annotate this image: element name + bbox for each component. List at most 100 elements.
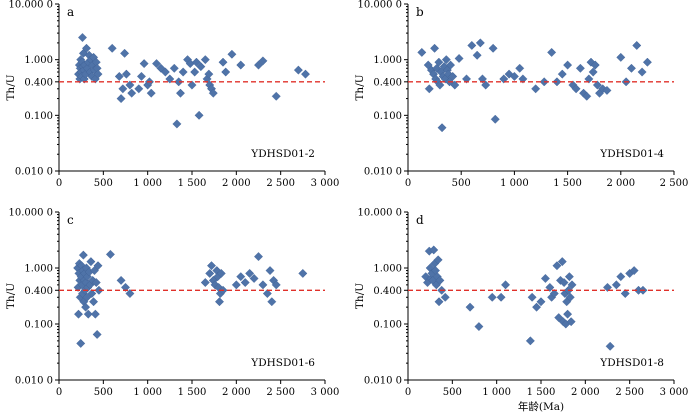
- data-point: [602, 85, 612, 95]
- data-point: [441, 55, 451, 65]
- data-point: [271, 91, 281, 101]
- data-point: [245, 268, 255, 278]
- data-point: [481, 80, 491, 90]
- data-point: [582, 91, 592, 101]
- data-point: [169, 63, 179, 73]
- data-point: [557, 69, 567, 79]
- data-point: [200, 55, 210, 65]
- data-point: [616, 52, 626, 62]
- data-point: [94, 285, 104, 295]
- data-point: [417, 47, 427, 57]
- x-tick-label: 500: [452, 178, 471, 189]
- data-point: [298, 268, 308, 278]
- y-tick-label: 1.000: [24, 264, 53, 275]
- data-point: [605, 341, 615, 351]
- data-point: [435, 80, 445, 90]
- data-point: [160, 67, 170, 77]
- data-point: [178, 67, 188, 77]
- data-point: [629, 266, 639, 276]
- data-point: [265, 266, 275, 276]
- sample-label: YDHSD01-2: [250, 148, 315, 160]
- data-point: [134, 84, 144, 94]
- y-tick-label: 10.000 0: [357, 208, 402, 219]
- data-point: [74, 309, 83, 319]
- data-point: [152, 59, 162, 69]
- data-point: [467, 40, 477, 50]
- data-point: [598, 84, 608, 94]
- data-point: [563, 60, 573, 70]
- data-point: [81, 302, 91, 312]
- y-tick-label: 0.010 0: [15, 376, 53, 387]
- x-tick-label: 500: [94, 387, 113, 398]
- data-point: [114, 71, 124, 81]
- data-point: [258, 56, 268, 66]
- y-tick-label: 10.000 0: [8, 208, 53, 219]
- x-tick-label: 1 500: [527, 387, 556, 398]
- y-tick-label: 10.000 0: [357, 0, 402, 11]
- data-point: [254, 252, 263, 262]
- data-point: [571, 84, 581, 94]
- y-tick-label: 0.100: [24, 111, 53, 122]
- data-point: [236, 272, 246, 282]
- data-point: [564, 272, 574, 282]
- data-point: [107, 43, 117, 53]
- data-point: [433, 255, 443, 265]
- data-point: [215, 297, 224, 307]
- data-point: [567, 280, 577, 290]
- data-point: [518, 74, 528, 84]
- data-point: [204, 69, 214, 79]
- data-point: [592, 80, 602, 90]
- data-point: [424, 84, 434, 94]
- data-point: [490, 114, 500, 124]
- x-tick-label: 2 000: [222, 178, 251, 189]
- y-tick-label: 0.010 0: [15, 167, 53, 178]
- panel-letter: a: [67, 5, 74, 19]
- data-point: [258, 280, 268, 290]
- data-point: [575, 63, 585, 73]
- data-point: [443, 69, 453, 79]
- data-point: [515, 63, 525, 73]
- data-point: [120, 48, 130, 58]
- data-point: [116, 94, 126, 104]
- y-axis-title: Th/U: [354, 283, 366, 309]
- data-point: [105, 249, 115, 259]
- y-tick-label: 0.400: [373, 77, 402, 88]
- data-point: [525, 336, 535, 346]
- data-point: [175, 88, 185, 98]
- data-point: [488, 43, 498, 53]
- x-tick-label: 3 000: [311, 387, 340, 398]
- data-point: [437, 123, 447, 133]
- x-tick-label: 1 000: [133, 387, 162, 398]
- data-point: [565, 292, 575, 302]
- data-point: [531, 84, 541, 94]
- panel-letter: c: [67, 213, 74, 227]
- data-point: [477, 74, 487, 84]
- data-point: [566, 317, 576, 327]
- data-point: [200, 278, 210, 288]
- data-point: [616, 272, 626, 282]
- y-tick-label: 1.000: [373, 55, 402, 66]
- x-tick-label: 500: [443, 387, 462, 398]
- data-point: [611, 280, 621, 290]
- data-point: [475, 38, 485, 48]
- data-point: [216, 268, 226, 278]
- data-point: [262, 289, 272, 299]
- y-tick-label: 0.400: [24, 77, 53, 88]
- x-tick-label: 0: [405, 178, 411, 189]
- data-point: [501, 280, 511, 290]
- sample-label: YDHSD01-8: [599, 357, 664, 369]
- x-tick-label: 2 500: [615, 387, 644, 398]
- y-tick-label: 0.400: [373, 286, 402, 297]
- data-point: [83, 309, 93, 319]
- x-tick-label: 1 000: [482, 387, 511, 398]
- x-tick-label: 0: [56, 387, 62, 398]
- panel-letter: d: [416, 213, 424, 227]
- data-point: [227, 49, 237, 59]
- data-point: [472, 50, 482, 60]
- data-point: [588, 67, 598, 77]
- data-point: [121, 69, 131, 79]
